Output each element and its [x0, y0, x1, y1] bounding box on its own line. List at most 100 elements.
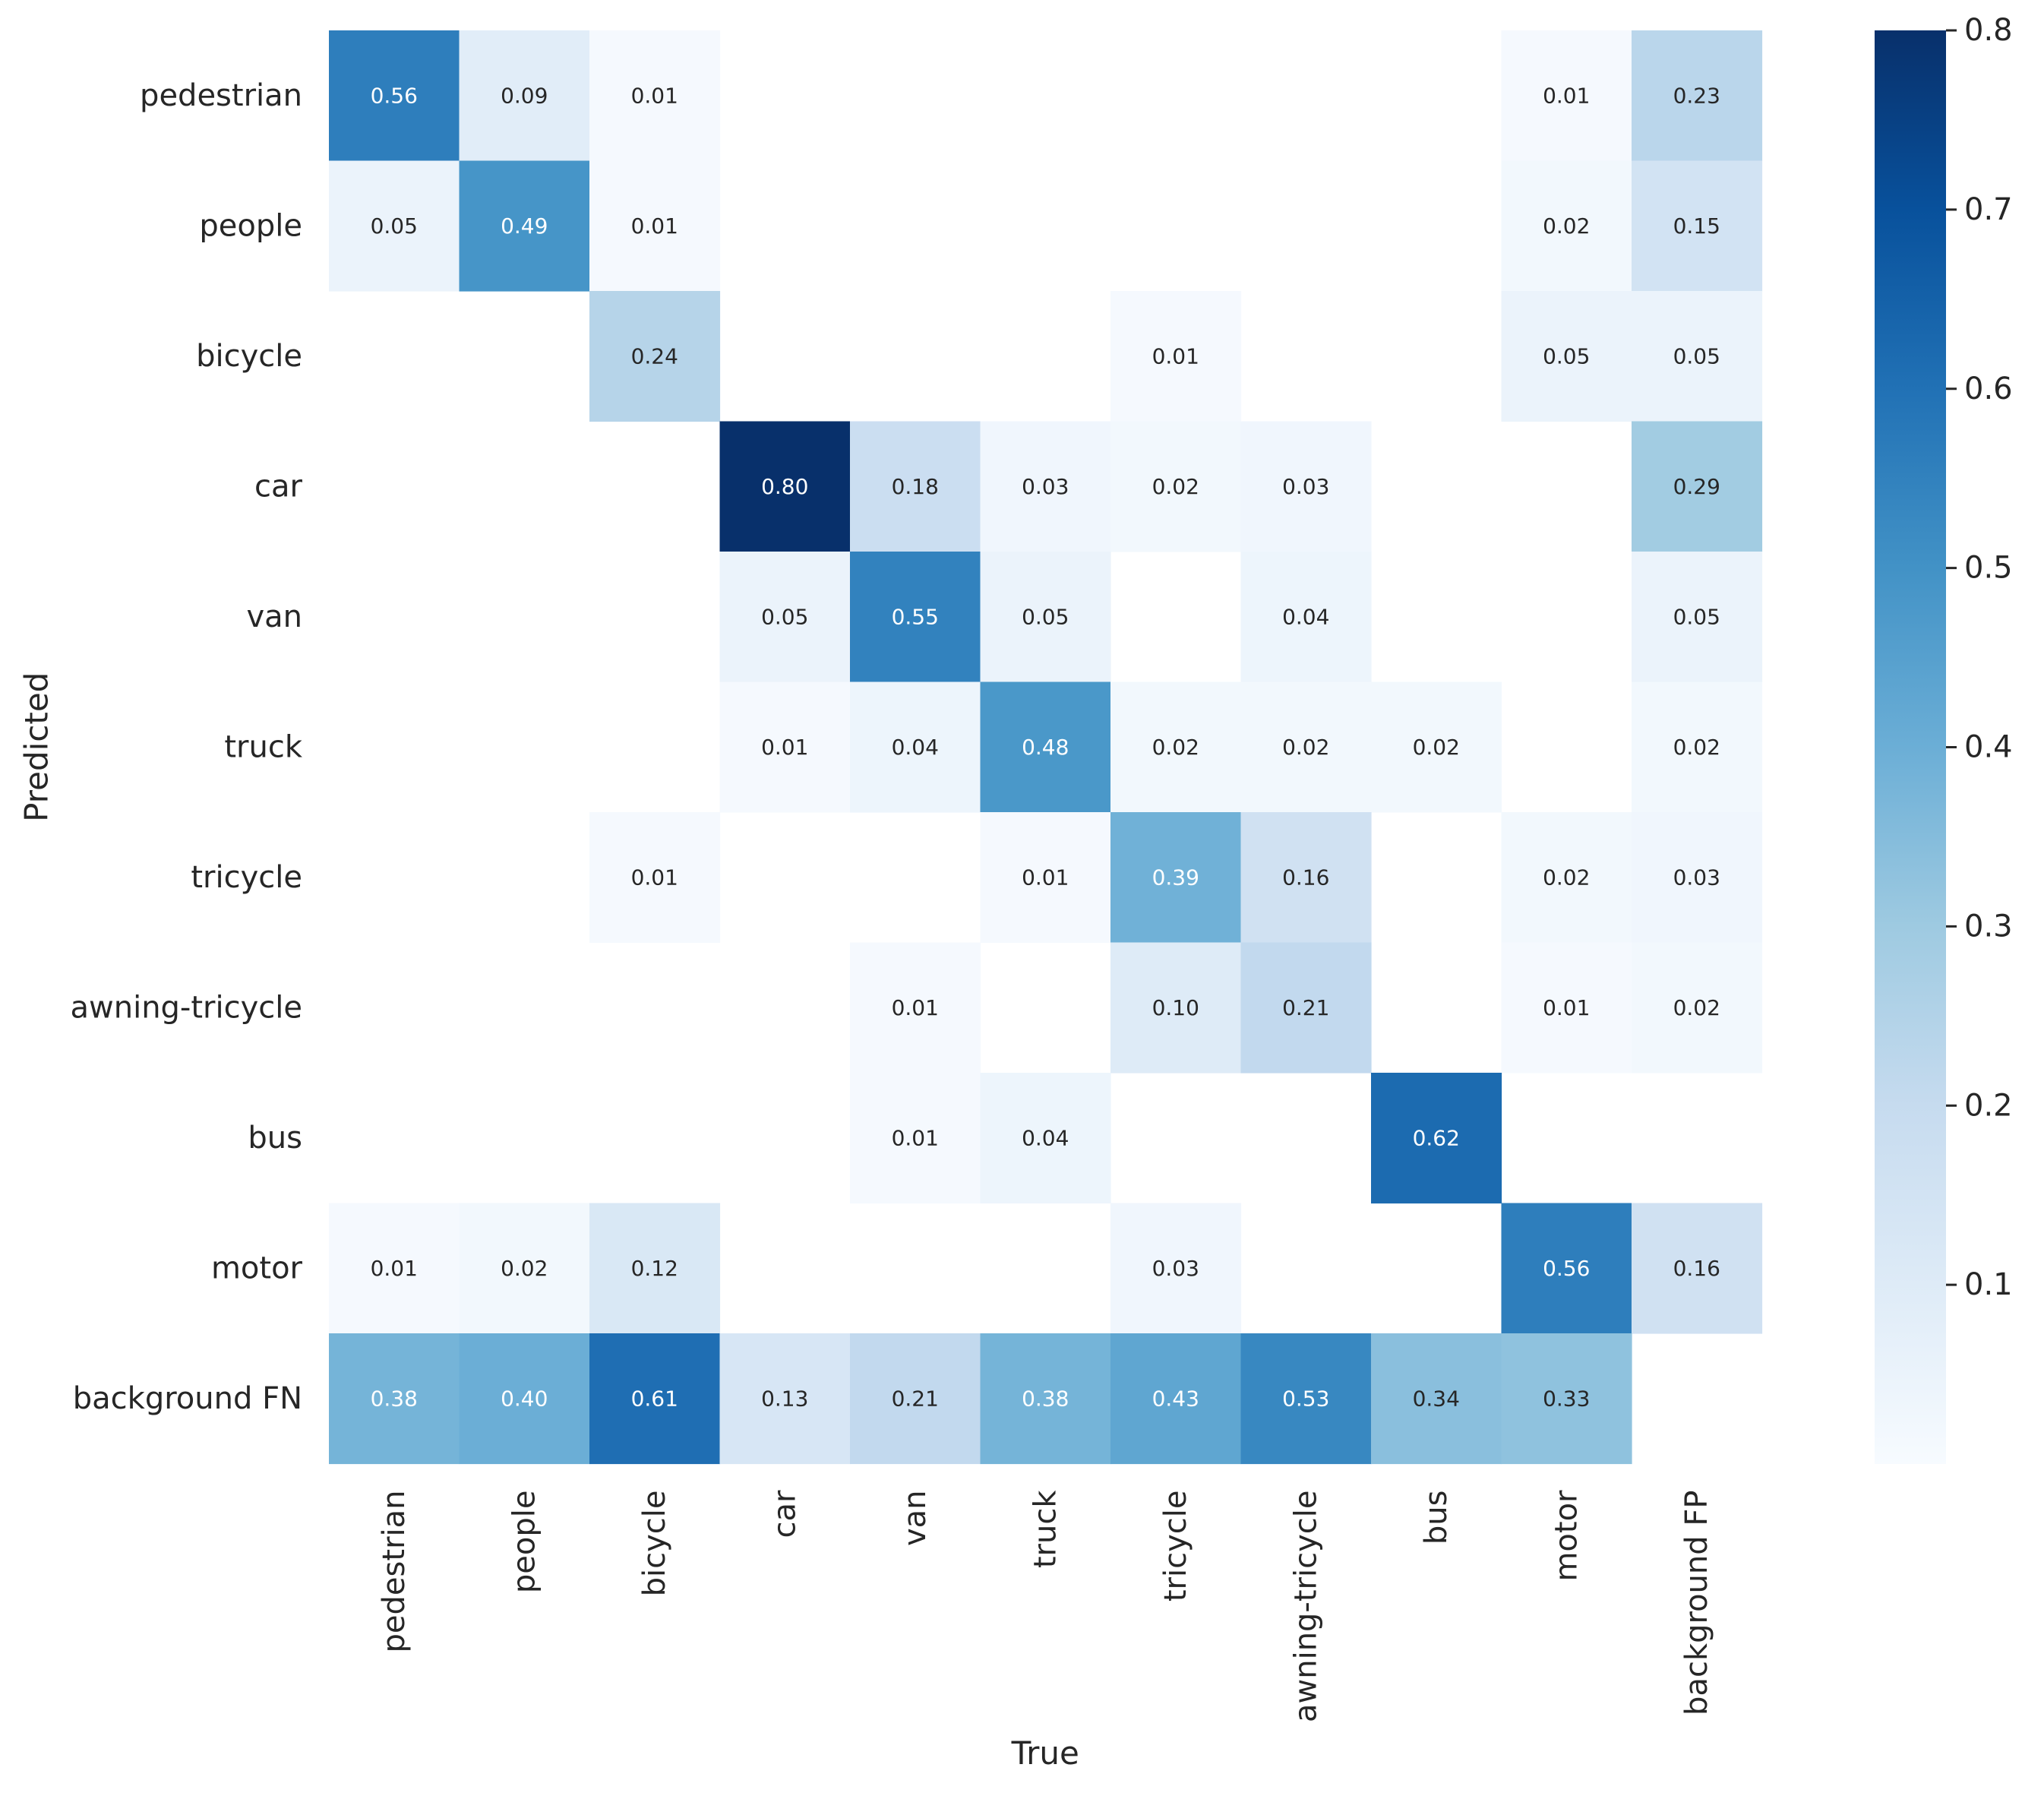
cell-value-label: 0.43	[1152, 1386, 1199, 1411]
cell-value-label: 0.01	[1543, 995, 1590, 1020]
column-label: bicycle	[637, 1491, 672, 1597]
heatmap-cell	[719, 681, 851, 813]
column-label: van	[898, 1491, 933, 1547]
cell-value-label: 0.05	[1673, 604, 1720, 629]
cell-value-label: 0.48	[1022, 735, 1069, 760]
cell-value-label: 0.01	[631, 83, 678, 108]
heatmap-cell	[459, 30, 590, 162]
cell-value-label: 0.02	[1282, 735, 1329, 760]
cell-value-label: 0.23	[1673, 83, 1720, 108]
cell-value-label: 0.01	[892, 995, 939, 1020]
heatmap-cell	[329, 30, 460, 162]
cell-value-label: 0.40	[501, 1386, 548, 1411]
cell-value-label: 0.04	[1022, 1125, 1069, 1150]
cell-value-label: 0.62	[1413, 1125, 1460, 1150]
heatmap-cell	[1632, 812, 1763, 944]
heatmap-cell	[1501, 942, 1632, 1073]
x-axis-title: True	[1011, 1734, 1079, 1772]
heatmap-cell	[1240, 681, 1372, 813]
heatmap-cell	[850, 552, 981, 683]
heatmap-cell	[589, 1333, 721, 1465]
heatmap-cell	[1240, 552, 1372, 683]
heatmap-cell	[1501, 30, 1632, 162]
row-label: truck	[224, 729, 302, 764]
cell-value-label: 0.56	[371, 83, 418, 108]
heatmap-cell	[589, 160, 721, 292]
cell-value-label: 0.02	[1413, 735, 1460, 760]
cell-value-label: 0.21	[892, 1386, 939, 1411]
heatmap-cell	[329, 1333, 460, 1465]
cell-value-label: 0.01	[1022, 865, 1069, 890]
cell-value-label: 0.24	[631, 343, 678, 368]
cell-value-label: 0.01	[1152, 343, 1199, 368]
heatmap-cell	[1110, 812, 1242, 944]
cell-value-label: 0.04	[892, 735, 939, 760]
cell-value-label: 0.55	[892, 604, 939, 629]
cell-value-label: 0.03	[1152, 1256, 1199, 1281]
heatmap-cell	[459, 160, 590, 292]
cell-value-label: 0.38	[1022, 1386, 1069, 1411]
column-label: bus	[1419, 1491, 1454, 1545]
row-label: people	[199, 208, 302, 243]
heatmap-cell	[1632, 552, 1763, 683]
y-axis-title: Predicted	[18, 672, 55, 822]
heatmap-cell	[1110, 421, 1242, 552]
heatmap-cell	[1240, 812, 1372, 944]
heatmap-cell	[1110, 1333, 1242, 1465]
cell-value-label: 0.34	[1413, 1386, 1460, 1411]
cell-value-label: 0.01	[1543, 83, 1590, 108]
column-label: car	[767, 1490, 802, 1538]
row-labels: pedestrian people bicycle car van truck tricyc…	[71, 78, 303, 1416]
heatmap-cell	[1110, 1203, 1242, 1334]
heatmap-cell	[850, 1073, 981, 1204]
cell-value-label: 0.01	[631, 213, 678, 239]
colorbar-tick-label: 0.8	[1964, 13, 2013, 48]
cell-value-label: 0.05	[371, 213, 418, 239]
colorbar-tick-label: 0.3	[1964, 909, 2013, 944]
heatmap-cell	[850, 1333, 981, 1465]
heatmap-cell	[850, 942, 981, 1073]
heatmap-cell	[1110, 681, 1242, 813]
column-label: people	[507, 1491, 542, 1594]
cell-value-label: 0.49	[501, 213, 548, 239]
cell-value-label: 0.16	[1673, 1256, 1720, 1281]
heatmap-cell	[980, 1073, 1111, 1204]
heatmap-cell	[980, 552, 1111, 683]
heatmap-cell	[1501, 812, 1632, 944]
heatmap-cell	[980, 812, 1111, 944]
cell-value-label: 0.02	[501, 1256, 548, 1281]
row-label: car	[254, 469, 303, 504]
heatmap-cell	[1632, 1203, 1763, 1334]
heatmap-cell	[1501, 1333, 1632, 1465]
cell-value-label: 0.18	[892, 474, 939, 499]
heatmap-cell	[1240, 1333, 1372, 1465]
colorbar: 0.1 0.2 0.3 0.4 0.5 0.6 0.7 0.8	[1875, 13, 2013, 1464]
cell-value-label: 0.61	[631, 1386, 678, 1411]
heatmap-cell	[719, 421, 851, 552]
cell-value-label: 0.80	[761, 474, 808, 499]
heatmap-cell	[1501, 291, 1632, 422]
heatmap-cell	[1110, 942, 1242, 1073]
colorbar-tick-label: 0.6	[1964, 372, 2013, 406]
heatmap-cell	[1632, 942, 1763, 1073]
cell-value-label: 0.05	[1022, 604, 1069, 629]
heatmap-cell	[459, 1203, 590, 1334]
colorbar-tick-label: 0.1	[1964, 1267, 2013, 1302]
row-label: background FN	[73, 1381, 302, 1416]
heatmap-cell	[1371, 1073, 1502, 1204]
heatmap-cell	[1501, 1203, 1632, 1334]
colorbar-tick-label: 0.5	[1964, 551, 2013, 586]
heatmap-cell	[980, 1333, 1111, 1465]
cell-value-label: 0.05	[1543, 343, 1590, 368]
heatmap-cell	[850, 421, 981, 552]
cell-value-label: 0.16	[1282, 865, 1329, 890]
heatmap-cell	[589, 291, 721, 422]
heatmap-cell	[719, 1333, 851, 1465]
heatmap-cell	[980, 681, 1111, 813]
heatmap-cell	[589, 812, 721, 944]
heatmap-cell	[1501, 160, 1632, 292]
heatmap-cell	[1110, 291, 1242, 422]
cell-value-label: 0.29	[1673, 474, 1720, 499]
